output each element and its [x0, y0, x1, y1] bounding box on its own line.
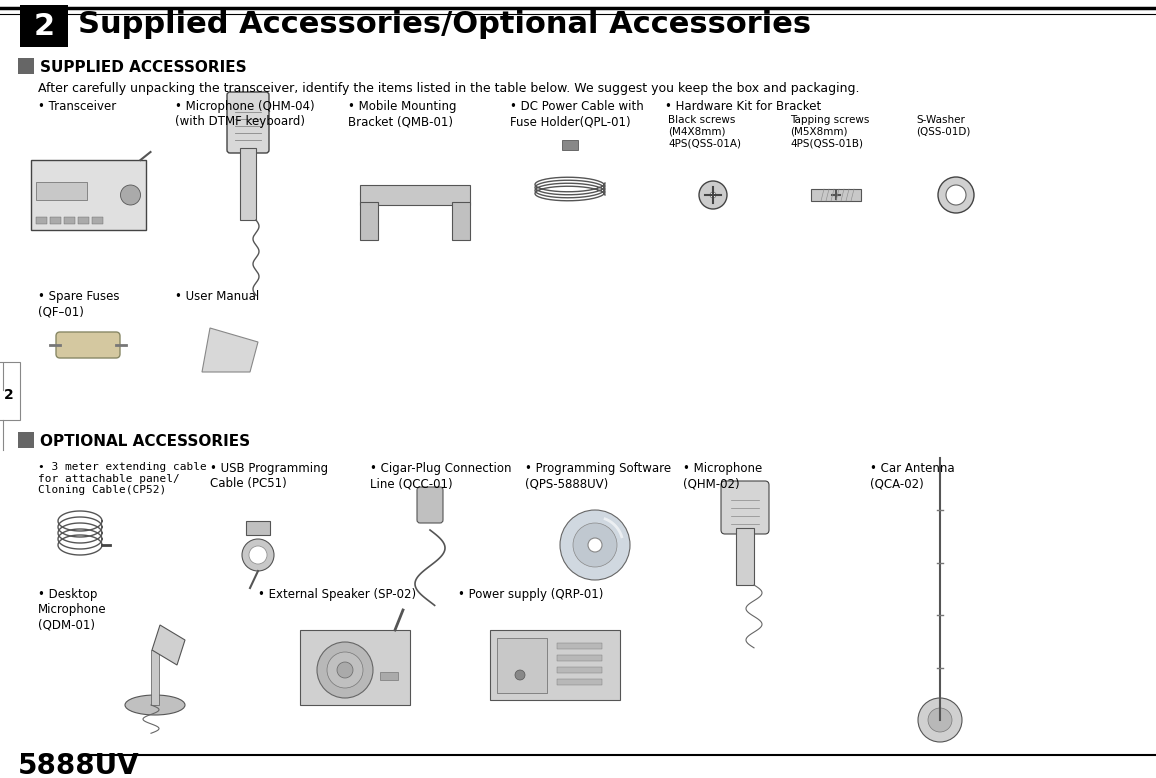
Circle shape	[516, 670, 525, 680]
Bar	[380, 672, 398, 680]
Circle shape	[120, 185, 141, 205]
Circle shape	[560, 510, 630, 580]
Text: • Hardware Kit for Bracket: • Hardware Kit for Bracket	[665, 100, 821, 113]
Bar	[240, 148, 255, 220]
Text: • Power supply (QRP-01): • Power supply (QRP-01)	[458, 588, 603, 601]
Text: • Microphone (QHM-04)
(with DTMF keyboard): • Microphone (QHM-04) (with DTMF keyboar…	[175, 100, 314, 128]
Text: 2: 2	[34, 12, 54, 40]
Bar	[20, 5, 68, 47]
Text: • USB Programming
Cable (PC51): • USB Programming Cable (PC51)	[210, 462, 328, 490]
Bar	[452, 202, 470, 240]
Text: • User Manual: • User Manual	[175, 290, 259, 303]
Text: Black screws
(M4X8mm)
4PS(QSS-01A): Black screws (M4X8mm) 4PS(QSS-01A)	[668, 115, 741, 148]
Bar	[557, 643, 602, 649]
Bar	[360, 185, 470, 205]
Bar	[50, 217, 60, 224]
Circle shape	[946, 185, 966, 205]
Text: • Desktop
Microphone
(QDM-01): • Desktop Microphone (QDM-01)	[38, 588, 106, 631]
FancyBboxPatch shape	[721, 481, 769, 534]
Text: • Cigar-Plug Connection
Line (QCC-01): • Cigar-Plug Connection Line (QCC-01)	[370, 462, 511, 490]
Text: • External Speaker (SP-02): • External Speaker (SP-02)	[258, 588, 416, 601]
Text: • 3 meter extending cable
for attachable panel/
Cloning Cable(CP52): • 3 meter extending cable for attachable…	[38, 462, 207, 496]
Circle shape	[338, 662, 353, 678]
Bar	[30, 160, 146, 230]
Bar	[360, 202, 378, 240]
Circle shape	[249, 546, 267, 564]
Text: OPTIONAL ACCESSORIES: OPTIONAL ACCESSORIES	[40, 434, 250, 449]
Polygon shape	[151, 625, 185, 665]
Bar	[77, 217, 89, 224]
FancyBboxPatch shape	[55, 332, 120, 358]
Circle shape	[317, 642, 373, 698]
Circle shape	[699, 181, 727, 209]
Circle shape	[710, 192, 716, 198]
Text: • Programming Software
(QPS-5888UV): • Programming Software (QPS-5888UV)	[525, 462, 672, 490]
Text: • Transceiver: • Transceiver	[38, 100, 117, 113]
Bar	[36, 182, 87, 200]
Text: 5888UV: 5888UV	[18, 752, 140, 778]
Text: S-Washer
(QSS-01D): S-Washer (QSS-01D)	[916, 115, 970, 137]
Text: • Car Antenna
(QCA-02): • Car Antenna (QCA-02)	[870, 462, 955, 490]
Circle shape	[918, 698, 962, 742]
Text: Tapping screws
(M5X8mm)
4PS(QSS-01B): Tapping screws (M5X8mm) 4PS(QSS-01B)	[790, 115, 869, 148]
Bar	[562, 140, 578, 150]
Bar	[557, 679, 602, 685]
Bar	[91, 217, 103, 224]
Circle shape	[242, 539, 274, 571]
Text: • Spare Fuses
(QF–01): • Spare Fuses (QF–01)	[38, 290, 119, 318]
Circle shape	[573, 523, 617, 567]
Bar	[557, 655, 602, 661]
Bar	[557, 667, 602, 673]
Circle shape	[928, 708, 953, 732]
Text: 2: 2	[5, 388, 14, 402]
FancyBboxPatch shape	[227, 92, 269, 153]
Text: Supplied Accessories/Optional Accessories: Supplied Accessories/Optional Accessorie…	[77, 10, 812, 39]
Circle shape	[938, 177, 975, 213]
Bar	[36, 217, 46, 224]
Circle shape	[588, 538, 602, 552]
Bar	[490, 630, 620, 700]
Bar	[18, 58, 34, 74]
Text: • Microphone
(QHM-02): • Microphone (QHM-02)	[683, 462, 762, 490]
Text: After carefully unpacking the transceiver, identify the items listed in the tabl: After carefully unpacking the transceive…	[38, 82, 860, 95]
Bar	[246, 521, 271, 535]
Bar	[736, 528, 754, 585]
Bar	[812, 189, 861, 201]
Text: • DC Power Cable with
Fuse Holder(QPL-01): • DC Power Cable with Fuse Holder(QPL-01…	[510, 100, 644, 128]
Bar	[0, 362, 20, 420]
FancyBboxPatch shape	[417, 487, 443, 523]
Bar	[18, 432, 34, 448]
Text: SUPPLIED ACCESSORIES: SUPPLIED ACCESSORIES	[40, 60, 246, 75]
Text: • Mobile Mounting
Bracket (QMB-01): • Mobile Mounting Bracket (QMB-01)	[348, 100, 457, 128]
Polygon shape	[202, 328, 258, 372]
Bar	[151, 650, 160, 705]
Ellipse shape	[125, 695, 185, 715]
Circle shape	[327, 652, 363, 688]
Bar	[301, 630, 410, 705]
Bar	[497, 638, 547, 693]
Bar	[64, 217, 74, 224]
